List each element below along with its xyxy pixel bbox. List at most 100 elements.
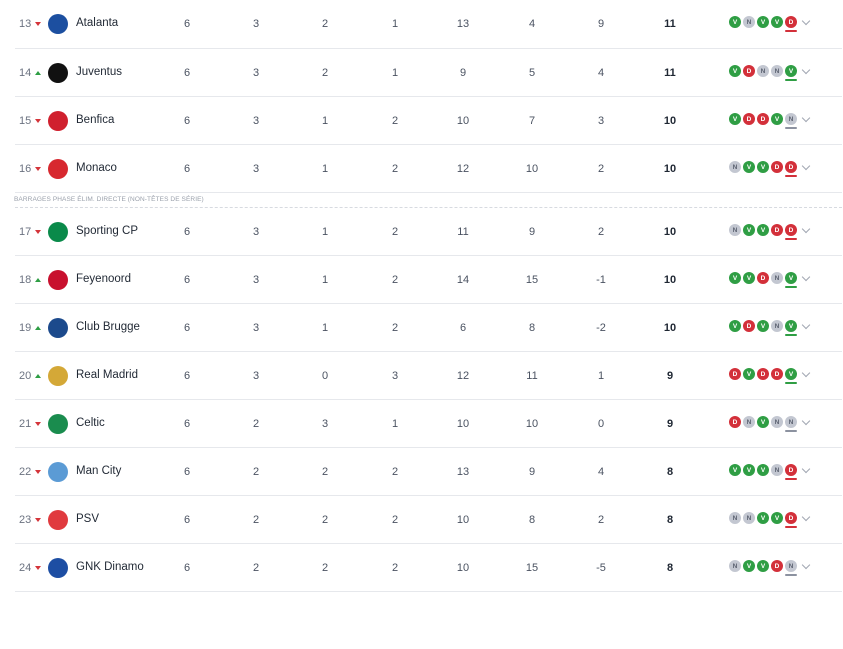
chevron-down-icon[interactable] [801,320,811,329]
table-row[interactable]: 23 PSV 6 2 2 2 10 8 2 8 N N V V D [15,496,842,544]
table-row[interactable]: 13 Atalanta 6 3 2 1 13 4 9 11 V N V V D [15,0,842,49]
goal-difference-cell: -5 [596,562,606,574]
goals-against-cell: 11 [526,370,538,382]
team-crest-icon [48,222,68,242]
form-badge: V [757,320,769,332]
wins-cell: 3 [252,226,260,238]
chevron-down-icon[interactable] [801,224,811,233]
form-badge: V [757,512,769,524]
team-crest-icon [48,270,68,290]
chevron-down-icon[interactable] [801,560,811,569]
goals-against-cell: 8 [528,514,536,526]
goal-difference-cell: -2 [596,322,606,334]
rank-number: 18 [19,273,32,286]
goal-difference-cell: 9 [597,18,605,30]
form-badge: N [743,416,755,428]
points-cell: 8 [666,514,674,526]
team-name[interactable]: Real Madrid [76,369,138,381]
goal-difference-cell: 2 [597,163,605,175]
form-badge: V [743,368,755,380]
goals-against-cell: 15 [525,562,539,574]
team-name[interactable]: Sporting CP [76,225,139,237]
draws-cell: 2 [321,18,329,30]
goals-for-cell: 10 [456,418,470,430]
rank-number: 20 [19,369,32,382]
points-cell: 11 [664,18,676,30]
team-crest-icon [48,414,68,434]
goals-for-cell: 10 [456,514,470,526]
chevron-down-icon[interactable] [801,512,811,521]
form-badge: D [785,512,797,528]
chevron-down-icon[interactable] [801,16,811,25]
form-badge: D [757,272,769,284]
team-name[interactable]: Celtic [76,417,105,429]
wins-cell: 2 [252,466,260,478]
played-cell: 6 [183,67,191,79]
goal-difference-cell: 4 [597,466,605,478]
trend-up-icon [35,373,42,378]
losses-cell: 2 [391,514,399,526]
team-name[interactable]: Juventus [76,66,123,78]
table-row[interactable]: 21 Celtic 6 2 3 1 10 10 0 9 D N V N N [15,400,842,448]
chevron-down-icon[interactable] [801,161,811,170]
table-row[interactable]: 19 Club Brugge 6 3 1 2 6 8 -2 10 V D V N V [15,304,842,352]
form-badge: V [757,161,769,173]
form-badge: N [785,416,797,432]
table-row[interactable]: 15 Benfica 6 3 1 2 10 7 3 10 V D D V N [15,97,842,145]
played-cell: 6 [183,418,191,430]
form-badge: V [771,16,783,28]
trend-down-icon [35,22,42,26]
goal-difference-cell: 0 [597,418,605,430]
form-badge: V [757,224,769,236]
rank-cell: 18 [19,256,42,303]
draws-cell: 2 [321,562,329,574]
form-badge: N [729,161,741,173]
team-name[interactable]: Monaco [76,162,117,174]
team-crest-icon [48,318,68,338]
table-row[interactable]: 18 Feyenoord 6 3 1 2 14 15 -1 10 V V D N V [15,256,842,304]
goals-for-cell: 10 [456,562,470,574]
table-row[interactable]: 14 Juventus 6 3 2 1 9 5 4 11 V D N N V [15,49,842,97]
played-cell: 6 [183,322,191,334]
form-badge: N [771,416,783,428]
chevron-down-icon[interactable] [801,464,811,473]
form-badge: V [757,416,769,428]
table-row[interactable]: 20 Real Madrid 6 3 0 3 12 11 1 9 D V D D V [15,352,842,400]
form-badge: N [771,272,783,284]
table-row[interactable]: 24 GNK Dinamo 6 2 2 2 10 15 -5 8 N V V D N [15,544,842,592]
team-name[interactable]: Atalanta [76,17,119,29]
goals-against-cell: 15 [525,274,539,286]
chevron-down-icon[interactable] [801,368,811,377]
team-crest-icon [48,63,68,83]
chevron-down-icon[interactable] [801,272,811,281]
losses-cell: 2 [391,466,399,478]
team-name[interactable]: PSV [76,513,100,525]
table-row[interactable]: 16 Monaco 6 3 1 2 12 10 2 10 N V V D D [15,145,842,193]
wins-cell: 3 [252,163,260,175]
points-cell: 11 [664,67,676,79]
form-badge: D [771,224,783,236]
goals-for-cell: 12 [456,370,470,382]
chevron-down-icon[interactable] [801,65,811,74]
form-badge: D [771,161,783,173]
chevron-down-icon[interactable] [801,113,811,122]
goals-against-cell: 4 [528,18,536,30]
team-name[interactable]: Man City [76,465,122,477]
team-name[interactable]: Club Brugge [76,321,140,333]
table-row[interactable]: 22 Man City 6 2 2 2 13 9 4 8 V V V N D [15,448,842,496]
played-cell: 6 [183,226,191,238]
wins-cell: 2 [252,562,260,574]
chevron-down-icon[interactable] [801,416,811,425]
team-name[interactable]: GNK Dinamo [76,561,144,573]
wins-cell: 3 [252,18,260,30]
table-row[interactable]: 17 Sporting CP 6 3 1 2 11 9 2 10 N V V D D [15,208,842,256]
team-name[interactable]: Benfica [76,114,115,126]
team-crest-icon [48,366,68,386]
losses-cell: 3 [391,370,399,382]
team-name[interactable]: Feyenoord [76,273,131,285]
